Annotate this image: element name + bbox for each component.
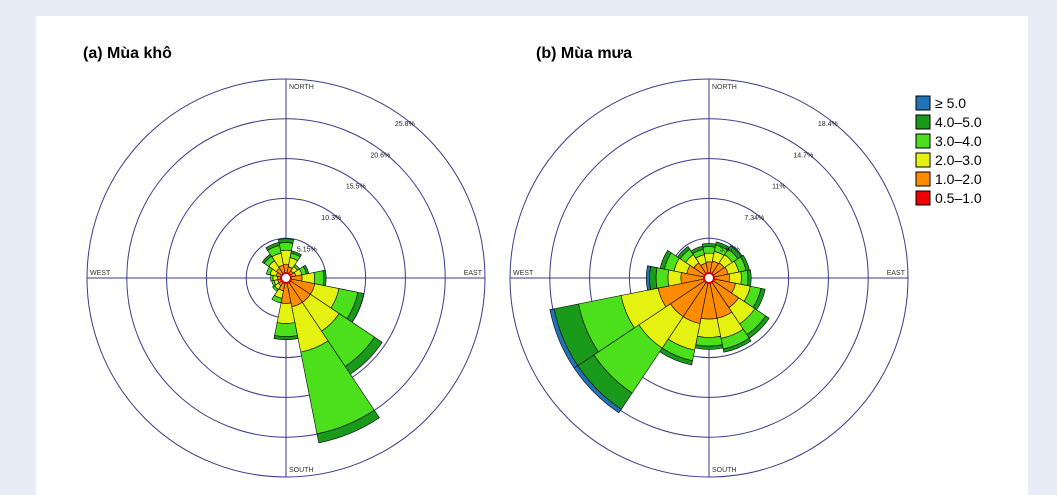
legend-swatch [915, 114, 931, 130]
legend-label: 3.0–4.0 [935, 133, 982, 149]
ring-label: 5.15% [297, 246, 317, 253]
windrose-segment [549, 308, 579, 369]
windrose-panel-a: (a) Mùa khô 5.15% 10.3% 15.5% 20.6% 25.8% NORT… [83, 45, 486, 478]
chart-frame: (a) Mùa khô 5.15% 10.3% 15.5% 20.6% 25.8% NORT… [36, 16, 1028, 495]
legend-label: 2.0–3.0 [935, 152, 982, 168]
windrose-segment [740, 270, 749, 286]
ring-label: 3.67% [720, 246, 740, 253]
windrose-panel-b: (b) Mùa mưa 3.67% 7.34% 11% 14.7% 18.4% NORTH E… [509, 45, 909, 478]
windrose-segment [265, 242, 280, 251]
windrose-segment [313, 270, 325, 286]
windrose-segment [677, 246, 691, 260]
legend-swatch [915, 171, 931, 187]
direction-label-south: SOUTH [289, 467, 314, 474]
ring-label: 11% [772, 184, 786, 191]
legend-swatch [915, 190, 931, 206]
windrose-segment [277, 238, 295, 244]
windrose-segment [322, 269, 327, 287]
windrose-segment [290, 250, 302, 258]
windrose-segment [695, 335, 723, 347]
windrose-segment [697, 317, 721, 338]
windrose-segment [649, 266, 658, 290]
windrose-segment [690, 245, 704, 255]
ring-label: 25.8% [395, 121, 415, 128]
legend-label: 0.5–1.0 [935, 190, 982, 206]
windrose-segment [274, 322, 298, 337]
windrose-segment [659, 249, 672, 270]
windrose-segment [273, 335, 299, 341]
windrose-segment [746, 269, 752, 287]
windrose-segment [278, 242, 294, 252]
windrose-segment [271, 294, 283, 304]
panel-title: (a) Mùa khô [83, 45, 172, 62]
legend-swatch [915, 95, 931, 111]
calm-center [703, 272, 715, 284]
legend-swatch [915, 133, 931, 149]
windrose-segment [270, 274, 274, 282]
direction-label-west: WEST [513, 270, 534, 277]
windrose-segment [701, 243, 717, 248]
ring-label: 14.7% [793, 152, 813, 159]
direction-label-west: WEST [90, 270, 111, 277]
ring-label: 7.34% [744, 215, 764, 222]
legend: ≥ 5.0 4.0–5.0 3.0–4.0 2.0–3.0 1.0–2.0 0.5–1.0 [915, 95, 982, 206]
direction-label-east: EAST [464, 270, 483, 277]
direction-label-south: SOUTH [712, 467, 737, 474]
ring-label: 20.6% [370, 152, 390, 159]
calm-center [280, 272, 292, 284]
direction-label-east: EAST [887, 270, 906, 277]
direction-label-north: NORTH [289, 84, 314, 91]
windrose-segment [722, 337, 752, 353]
ring-label: 15.5% [346, 184, 366, 191]
windrose-segment [645, 265, 652, 291]
ring-label: 18.4% [818, 121, 838, 128]
windrose-segment [702, 246, 716, 254]
windrose-chart: (a) Mùa khô 5.15% 10.3% 15.5% 20.6% 25.8% NORT… [83, 45, 982, 478]
ring-label: 10.3% [321, 215, 341, 222]
legend-swatch [915, 152, 931, 168]
legend-label: 1.0–2.0 [935, 171, 982, 187]
windrose-segment [316, 409, 380, 444]
windrose-segment [655, 267, 670, 289]
direction-label-north: NORTH [712, 84, 737, 91]
legend-label: 4.0–5.0 [935, 114, 982, 130]
panel-title: (b) Mùa mưa [536, 45, 632, 62]
legend-label: ≥ 5.0 [935, 95, 966, 111]
